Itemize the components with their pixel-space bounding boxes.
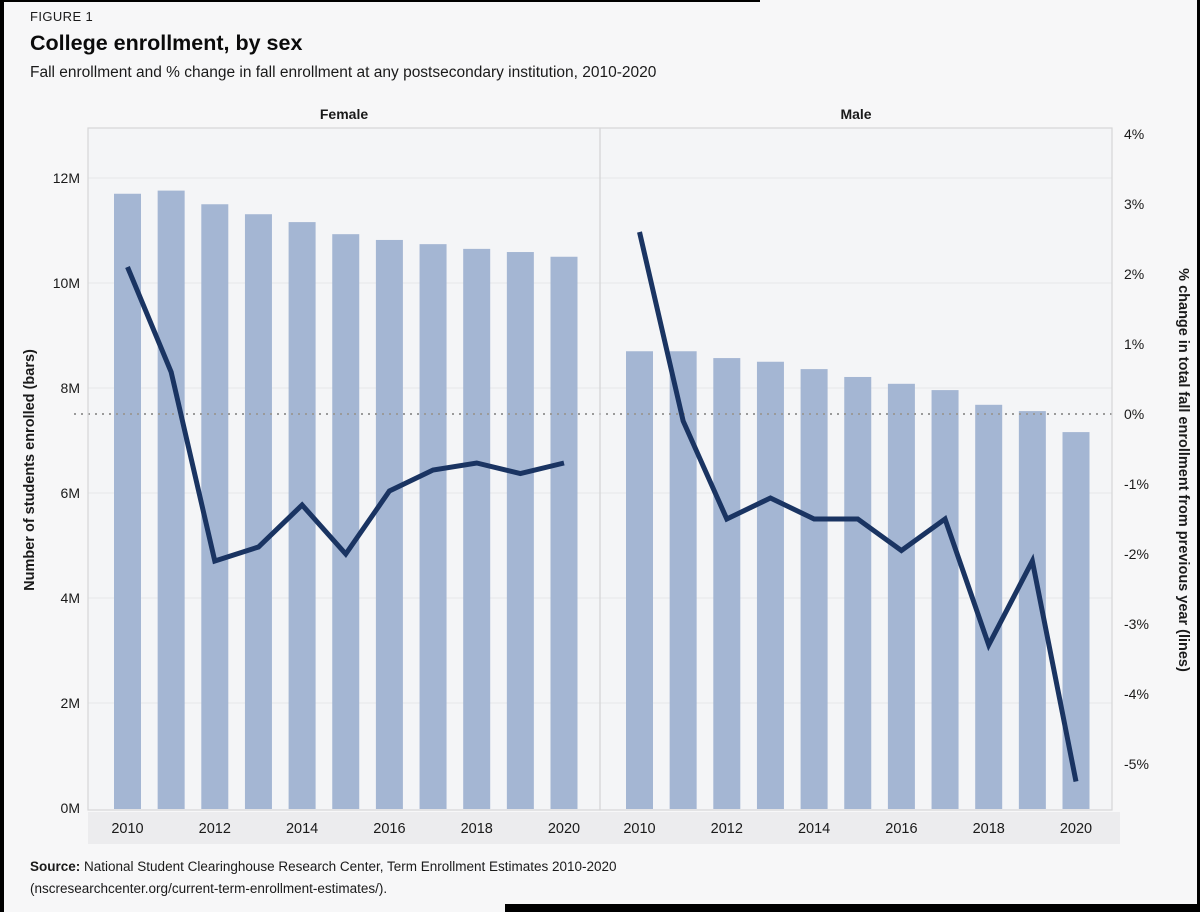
source-line-1: Source: National Student Clearinghouse R…: [30, 859, 617, 874]
right-axis-tick: 2%: [1124, 266, 1144, 282]
left-axis-tick: 8M: [61, 380, 80, 396]
bar-male-2015: [844, 376, 872, 809]
bar-male-2020: [1062, 432, 1090, 809]
figure-label: FIGURE 1: [30, 9, 94, 24]
x-tick-label: 2014: [286, 821, 318, 837]
left-axis-tick: 4M: [61, 590, 80, 606]
bar-male-2016: [887, 383, 915, 809]
right-axis-tick: -2%: [1124, 546, 1149, 562]
bar-female-2013: [244, 214, 272, 810]
source-line-2: (nscresearchcenter.org/current-term-enro…: [30, 881, 388, 896]
bar-female-2020: [550, 256, 578, 809]
bar-male-2012: [713, 358, 741, 809]
panel-border: [599, 127, 1113, 811]
left-axis-tick: 10M: [53, 275, 80, 291]
x-tick-label: 2010: [623, 821, 655, 837]
x-tick-label: 2020: [548, 821, 580, 837]
screenshot-edge-artifact-bottom: [505, 904, 1200, 912]
x-tick-label: 2010: [111, 821, 143, 837]
left-axis-tick: 2M: [61, 695, 80, 711]
bar-female-2016: [375, 239, 403, 809]
x-tick-label: 2018: [973, 821, 1005, 837]
bar-male-2013: [756, 361, 784, 809]
right-axis-tick: -4%: [1124, 686, 1149, 702]
left-axis-tick: 6M: [61, 485, 80, 501]
bar-female-2017: [419, 244, 447, 809]
bar-male-2017: [931, 390, 959, 809]
x-tick-label: 2018: [461, 821, 493, 837]
x-tick-label: 2012: [199, 821, 231, 837]
right-axis-tick: 3%: [1124, 196, 1144, 212]
bar-male-2011: [669, 351, 697, 809]
bar-male-2010: [626, 351, 653, 809]
right-axis-tick: -5%: [1124, 756, 1149, 772]
bar-female-2018: [463, 248, 491, 809]
bar-female-2015: [332, 234, 360, 810]
screenshot-edge-artifact-top: [0, 0, 760, 2]
left-axis-title: Number of students enrolled (bars): [22, 349, 38, 591]
bar-female-2011: [157, 190, 185, 810]
line-female: [125, 266, 565, 565]
panel-title-female: Female: [320, 106, 368, 122]
source-label: Source:: [30, 859, 81, 874]
bar-female-2019: [506, 252, 534, 809]
right-axis-tick: 1%: [1124, 336, 1144, 352]
right-axis-tick: -1%: [1124, 476, 1149, 492]
right-axis-title: % change in total fall enrollment from p…: [1175, 268, 1191, 672]
left-axis-tick: 12M: [53, 170, 80, 186]
subtitle: Fall enrollment and % change in fall enr…: [30, 64, 657, 81]
bar-male-2018: [975, 404, 1003, 809]
left-axis-tick: 0M: [61, 800, 80, 816]
x-tick-label: 2016: [373, 821, 405, 837]
source-note: Source: National Student Clearinghouse R…: [30, 856, 617, 900]
page-title: College enrollment, by sex: [30, 31, 303, 55]
bar-female-2010: [114, 193, 141, 809]
x-tick-label: 2020: [1060, 821, 1092, 837]
right-axis-tick: 4%: [1124, 126, 1144, 142]
x-tick-label: 2012: [711, 821, 743, 837]
screenshot-edge-artifact-left: [0, 0, 4, 912]
line-male: [637, 231, 1079, 782]
right-axis-tick: 0%: [1124, 406, 1144, 422]
screenshot-edge-artifact-right: [1197, 0, 1200, 912]
right-axis-tick: -3%: [1124, 616, 1149, 632]
bar-female-2012: [201, 204, 229, 809]
x-axis-strip: [88, 812, 1120, 844]
panel-title-male: Male: [840, 106, 871, 122]
x-tick-label: 2016: [885, 821, 917, 837]
x-tick-label: 2014: [798, 821, 830, 837]
figure-header: FIGURE 1 College enrollment, by sex Fall…: [30, 9, 656, 82]
bar-male-2014: [800, 369, 828, 809]
